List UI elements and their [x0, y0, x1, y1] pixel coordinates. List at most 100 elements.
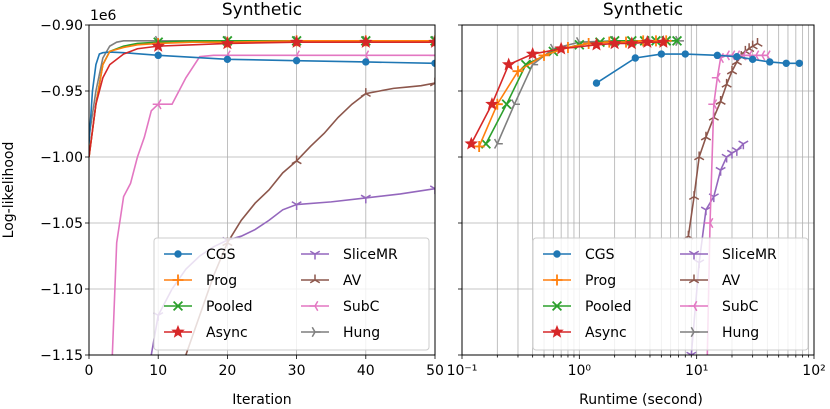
point-async [428, 35, 435, 48]
point-async [589, 37, 604, 51]
point-async [501, 57, 516, 71]
point-slicemr [721, 153, 732, 163]
point-async [359, 35, 373, 48]
point-slicemr [429, 185, 435, 195]
x-tick-label: 40 [357, 363, 375, 379]
point-av [721, 78, 732, 88]
line-async [470, 41, 664, 145]
y-tick-label: −0.90 [40, 18, 83, 34]
point-av [700, 131, 712, 141]
legend-label-cgs: CGS [206, 247, 236, 263]
point-subc [708, 99, 718, 110]
point-pooled [671, 35, 683, 46]
right-legend: CGS Prog Pooled Async SliceMR AV SubC Hung [532, 237, 809, 351]
legend-label-cgs: CGS [585, 247, 615, 263]
y-tick-label: −1.10 [40, 282, 83, 298]
x-tick-label: 30 [288, 363, 306, 379]
x-tick-label: 10⁻¹ [447, 363, 478, 379]
legend-label-pooled: Pooled [206, 299, 252, 315]
legend-marker-async [171, 324, 185, 338]
point-cgs [631, 54, 640, 62]
point-subc [152, 99, 162, 110]
left-ticks: −0.90 −0.95 −1.00 −1.05 −1.10 −1.150 10 20 30 40 5… [40, 18, 444, 379]
legend-label-subc: SubC [343, 299, 380, 315]
point-cgs [657, 50, 666, 58]
point-slicemr [715, 166, 726, 176]
line-av [687, 42, 758, 237]
point-async [625, 36, 639, 50]
series-prog [473, 35, 672, 152]
point-cgs [713, 51, 722, 60]
point-pooled [548, 46, 559, 57]
legend-label-async: Async [206, 325, 248, 341]
line-pooled [89, 40, 435, 158]
point-async [525, 46, 540, 60]
legend-marker-slicemr [688, 250, 700, 260]
point-prog [473, 140, 485, 152]
point-async [554, 41, 568, 55]
point-av [694, 151, 705, 161]
legend-marker-subc [688, 300, 698, 312]
series-cgs [89, 51, 435, 144]
point-av [291, 155, 302, 165]
point-av [715, 96, 726, 105]
line-cgs [596, 53, 800, 84]
line-subc [111, 54, 435, 355]
y-offset-label: 1e6 [90, 8, 117, 24]
y-tick-label: −1.05 [40, 216, 83, 232]
y-tick-label: −1.00 [40, 150, 83, 166]
point-async [464, 136, 479, 150]
right-axes-frame [461, 24, 815, 356]
legend-label-hung: Hung [343, 325, 380, 341]
legend-label-prog: Prog [206, 273, 237, 289]
legend-marker-hung [690, 326, 700, 338]
y-axis-label: Log-likelihood [1, 142, 17, 239]
series-hung [89, 35, 435, 138]
x-tick-label: 10⁰ [568, 363, 592, 379]
series-hung [493, 35, 684, 149]
left-legend: CGS Prog Pooled Async SliceMR AV SubC Hung [153, 237, 430, 351]
right-title: Synthetic [603, 0, 683, 20]
legend-marker-async [550, 324, 564, 338]
legend-marker-av [309, 274, 321, 284]
legend-label-async: Async [585, 325, 627, 341]
series-async [89, 35, 435, 158]
point-cgs [766, 58, 774, 66]
point-slicemr [360, 194, 371, 204]
x-tick-label: 10 [149, 363, 167, 379]
legend-label-subc: SubC [722, 299, 759, 315]
line-cgs [89, 51, 435, 144]
point-slicemr [291, 201, 302, 211]
point-av [688, 191, 700, 200]
point-hung [493, 138, 503, 149]
point-cgs [292, 56, 301, 65]
point-av [429, 77, 435, 87]
point-slicemr [738, 140, 749, 150]
legend-marker-pooled [172, 300, 184, 312]
legend-marker-pooled [551, 300, 563, 312]
point-subc [756, 50, 766, 61]
point-async [485, 97, 499, 110]
point-async [151, 39, 165, 52]
legend-marker-cgs [553, 250, 561, 258]
point-cgs [748, 55, 757, 64]
series-pooled [480, 35, 683, 149]
legend-marker-hung [311, 326, 321, 338]
y-tick-label: −0.95 [40, 84, 83, 100]
y-tick-label: −1.15 [40, 348, 83, 364]
legend-marker-cgs [174, 250, 182, 258]
point-subc [704, 217, 714, 229]
line-async [89, 41, 435, 158]
series-async [464, 35, 671, 150]
point-av [752, 37, 763, 47]
legend-label-av: AV [343, 273, 362, 289]
line-subc [706, 54, 768, 355]
legend-box [153, 237, 430, 351]
point-prog [512, 65, 524, 77]
point-cgs [223, 55, 232, 64]
legend-marker-prog [551, 274, 563, 286]
point-subc [750, 50, 760, 61]
x-tick-label: 10² [802, 363, 825, 379]
legend-marker-prog [172, 274, 184, 286]
x-tick-label: 0 [85, 363, 94, 379]
